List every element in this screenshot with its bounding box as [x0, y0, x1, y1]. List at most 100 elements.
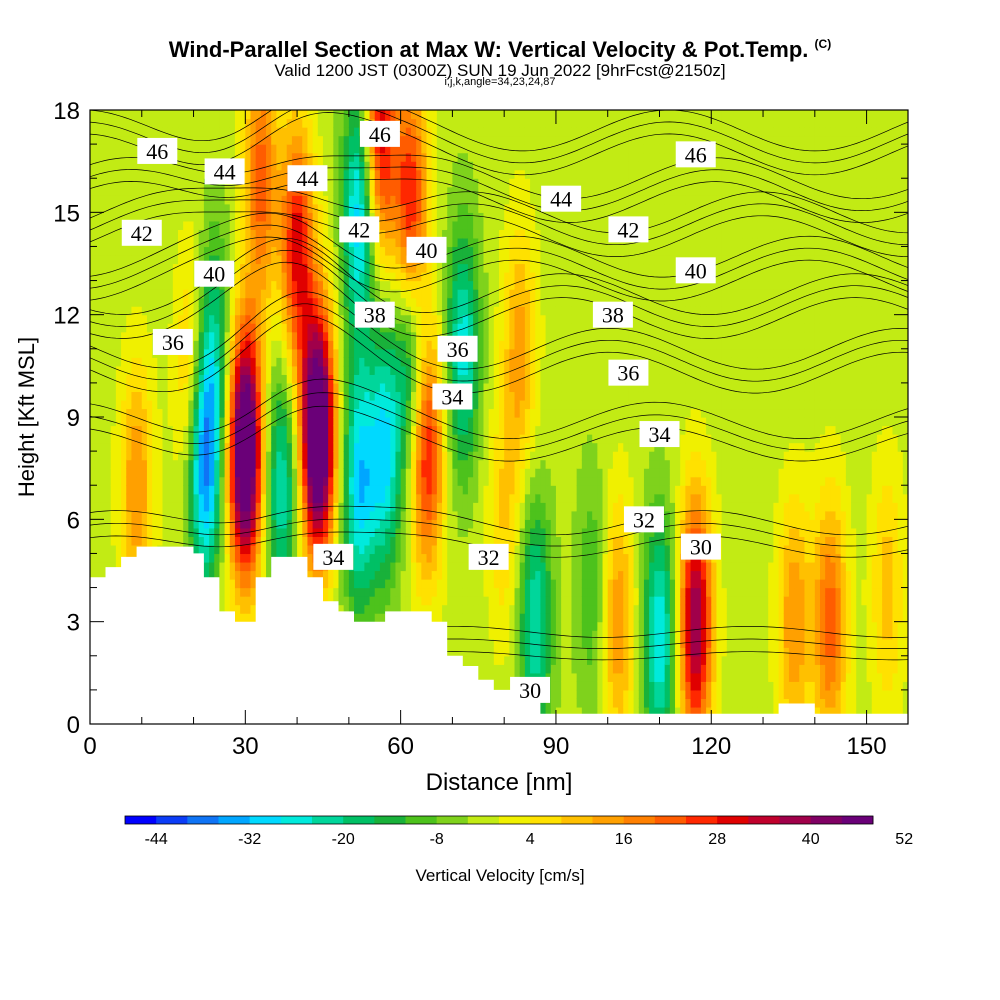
velocity-cell: [395, 237, 402, 248]
velocity-cell: [90, 340, 96, 350]
velocity-cell: [126, 502, 133, 512]
velocity-cell: [193, 178, 200, 188]
velocity-cell: [115, 417, 122, 427]
velocity-cell: [105, 348, 112, 358]
velocity-cell: [426, 596, 433, 606]
velocity-cell: [178, 220, 184, 230]
velocity-cell: [281, 374, 288, 384]
velocity-cell: [359, 561, 365, 572]
velocity-cell: [172, 272, 179, 282]
velocity-cell: [431, 365, 438, 375]
velocity-cell: [447, 536, 454, 546]
velocity-cell: [297, 399, 303, 410]
velocity-cell: [250, 289, 257, 299]
velocity-cell: [214, 399, 221, 410]
velocity-cell: [260, 127, 267, 137]
velocity-cell: [188, 169, 195, 179]
velocity-cell: [359, 459, 365, 469]
velocity-cell: [359, 493, 365, 503]
velocity-cell: [343, 502, 350, 512]
velocity-cell: [152, 442, 158, 452]
velocity-cell: [302, 272, 309, 282]
velocity-cell: [105, 152, 112, 162]
velocity-cell: [136, 468, 143, 478]
velocity-cell: [328, 272, 334, 282]
velocity-cell: [115, 510, 122, 520]
velocity-cell: [162, 519, 169, 529]
velocity-cell: [224, 110, 231, 120]
velocity-cell: [374, 289, 381, 299]
velocity-cell: [426, 212, 433, 222]
velocity-cell: [442, 613, 448, 623]
velocity-cell: [374, 476, 381, 486]
velocity-cell: [317, 186, 324, 196]
velocity-cell: [379, 348, 386, 358]
velocity-cell: [157, 280, 164, 290]
velocity-cell: [198, 110, 205, 120]
velocity-cell: [307, 570, 314, 580]
velocity-cell: [126, 382, 133, 393]
velocity-cell: [390, 169, 397, 179]
velocity-cell: [442, 587, 448, 597]
velocity-cell: [328, 587, 334, 597]
velocity-cell: [162, 502, 169, 512]
velocity-cell: [405, 553, 412, 563]
velocity-cell: [260, 536, 267, 546]
velocity-cell: [188, 519, 195, 529]
velocity-cell: [152, 289, 158, 299]
velocity-cell: [250, 527, 257, 537]
velocity-cell: [203, 417, 210, 427]
velocity-cell: [209, 331, 215, 341]
velocity-cell: [146, 425, 153, 435]
velocity-cell: [100, 544, 107, 555]
velocity-cell: [219, 297, 226, 307]
velocity-cell: [188, 254, 195, 265]
velocity-cell: [385, 561, 391, 572]
velocity-cell: [224, 186, 231, 196]
velocity-cell: [110, 468, 117, 478]
velocity-cell: [410, 340, 417, 350]
velocity-cell: [90, 161, 96, 171]
velocity-cell: [121, 357, 127, 367]
velocity-cell: [421, 212, 428, 222]
velocity-cell: [343, 451, 350, 461]
velocity-cell: [390, 536, 397, 546]
velocity-cell: [317, 468, 324, 478]
velocity-cell: [250, 340, 257, 350]
velocity-cell: [255, 229, 262, 239]
velocity-cell: [333, 186, 340, 196]
velocity-cell: [131, 485, 138, 495]
velocity-cell: [229, 553, 236, 563]
velocity-cell: [193, 536, 200, 546]
velocity-cell: [374, 169, 381, 179]
velocity-cell: [400, 365, 407, 375]
velocity-cell: [240, 110, 246, 120]
velocity-cell: [354, 579, 360, 589]
velocity-cell: [297, 365, 303, 375]
velocity-cell: [255, 425, 262, 435]
velocity-cell: [374, 553, 381, 563]
velocity-cell: [416, 579, 422, 589]
velocity-cell: [405, 169, 412, 179]
velocity-cell: [219, 579, 226, 589]
velocity-cell: [271, 425, 277, 435]
velocity-cell: [183, 493, 189, 503]
velocity-cell: [416, 399, 422, 410]
velocity-cell: [121, 391, 127, 401]
velocity-cell: [317, 425, 324, 435]
velocity-cell: [276, 144, 283, 154]
velocity-cell: [302, 519, 309, 529]
velocity-cell: [214, 144, 221, 154]
velocity-cell: [260, 314, 267, 324]
velocity-cell: [395, 374, 402, 384]
velocity-cell: [193, 459, 200, 469]
velocity-cell: [203, 553, 210, 563]
velocity-cell: [255, 263, 262, 273]
velocity-cell: [416, 280, 422, 290]
velocity-cell: [302, 510, 309, 520]
velocity-cell: [162, 118, 169, 128]
velocity-cell: [245, 203, 252, 213]
velocity-cell: [307, 348, 314, 358]
velocity-cell: [266, 323, 272, 333]
velocity-cell: [395, 254, 402, 265]
